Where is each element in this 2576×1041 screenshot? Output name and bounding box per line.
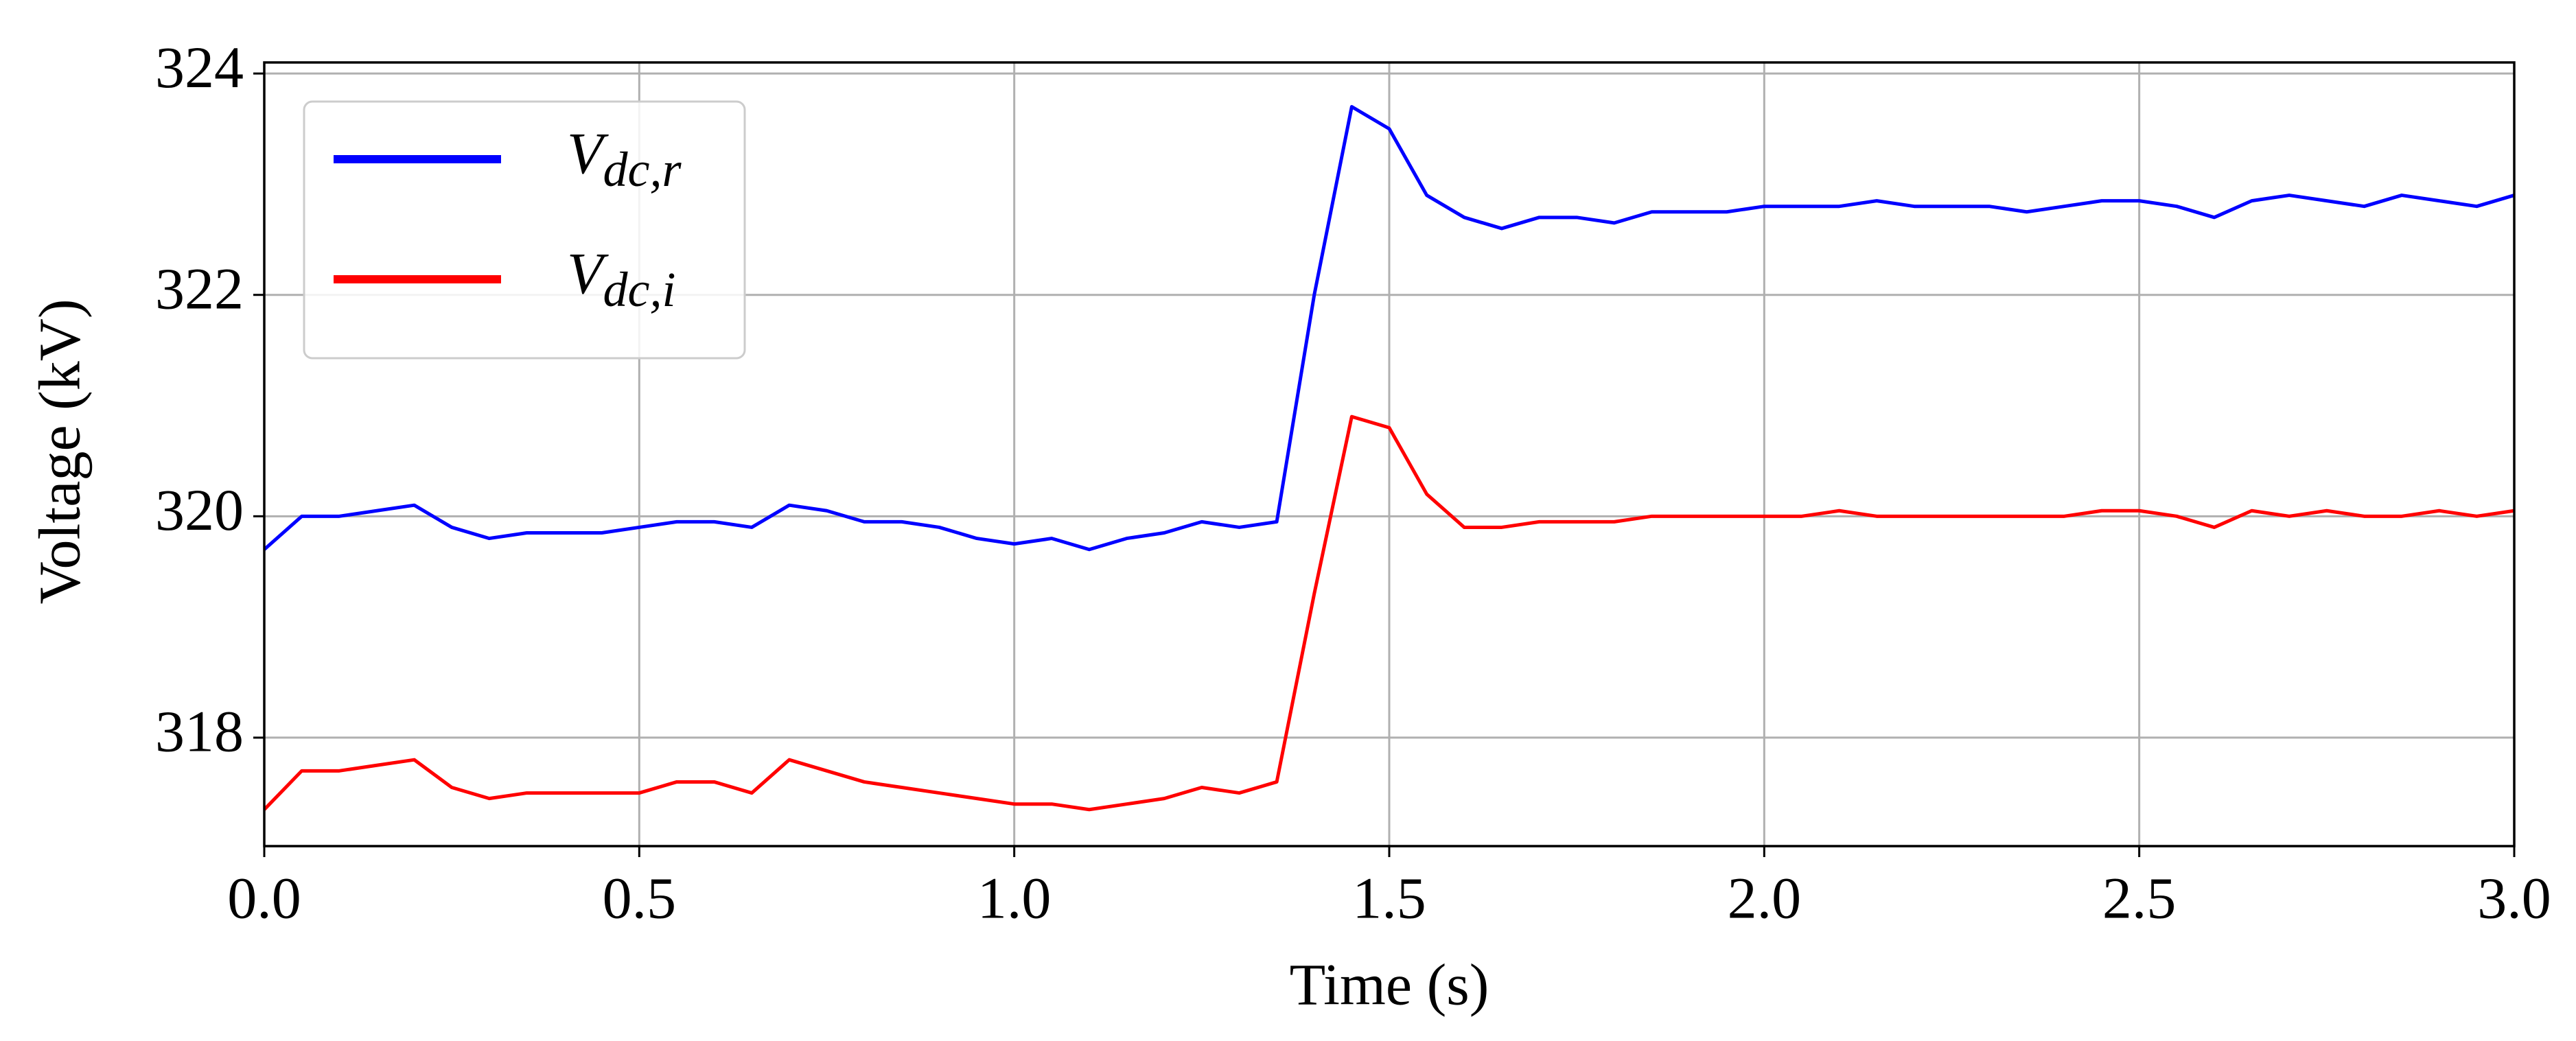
- legend-label: Vdc,i: [567, 240, 676, 317]
- x-tick-label: 3.0: [2477, 865, 2551, 931]
- x-tick-label: 0.0: [227, 865, 301, 931]
- x-axis-label: Time (s): [1290, 952, 1489, 1018]
- data-line: [263, 105, 2515, 552]
- legend-label: Vdc,r: [567, 120, 682, 197]
- x-tick-label: 1.5: [1352, 865, 1426, 931]
- x-tick-label: 0.5: [603, 865, 677, 931]
- x-tick-label: 2.0: [1728, 865, 1802, 931]
- y-axis-label: Voltage (kV): [27, 299, 93, 604]
- y-tick-label: 324: [155, 34, 244, 100]
- x-tick-label: 2.5: [2102, 865, 2177, 931]
- y-tick-label: 318: [155, 699, 244, 764]
- x-tick-label: 1.0: [977, 865, 1052, 931]
- data-line: [263, 414, 2515, 812]
- y-tick-label: 322: [155, 255, 244, 321]
- legend-box: [303, 100, 746, 360]
- plot-frame: [263, 61, 2516, 847]
- y-tick-label: 320: [155, 477, 244, 543]
